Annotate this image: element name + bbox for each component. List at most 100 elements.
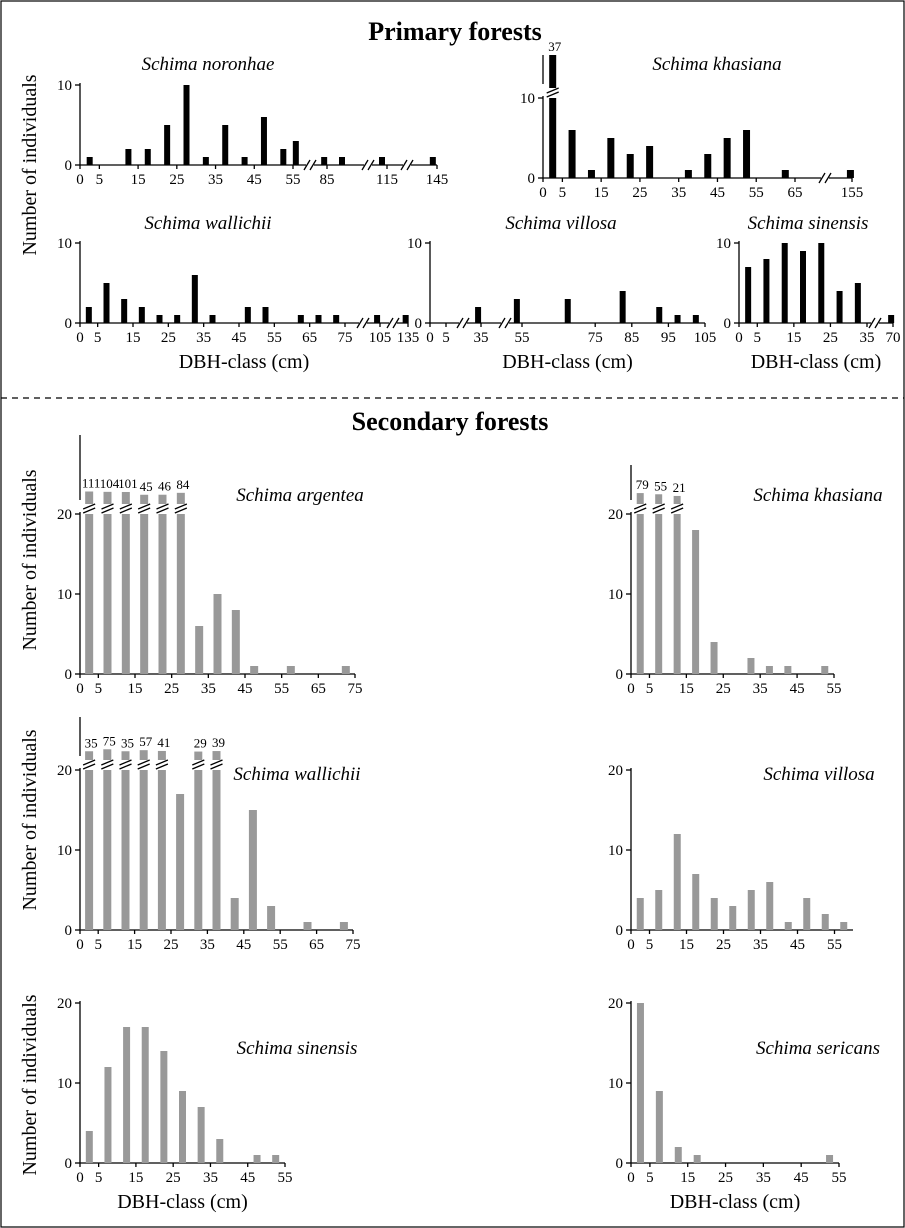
x-tick-label: 95 (661, 330, 676, 346)
y-tick-label: 0 (65, 1156, 73, 1172)
x-tick-label: 5 (646, 1170, 654, 1186)
x-tick-label: 15 (126, 330, 141, 346)
bar-upper (85, 491, 94, 504)
bar (156, 315, 163, 323)
bar (85, 514, 94, 674)
bar (209, 315, 216, 323)
y-tick-label: 10 (407, 236, 422, 252)
x-tick-label: 15 (131, 172, 146, 188)
bar (784, 666, 792, 674)
bar (784, 922, 792, 930)
x-tick-label: 25 (632, 185, 647, 201)
x-axis-label: DBH-class (cm) (179, 351, 310, 373)
axis-break-mark (824, 172, 832, 184)
bar-break-mark (82, 759, 96, 766)
bar (297, 315, 304, 323)
bar (568, 130, 576, 178)
x-tick-label: 15 (128, 681, 143, 697)
y-tick-label: 10 (57, 843, 72, 859)
chart-title: Schima sericans (756, 1038, 880, 1059)
bar (693, 1155, 701, 1163)
bar (803, 898, 811, 930)
axis-break-mark (406, 159, 414, 171)
bar (213, 594, 222, 674)
bar-break-mark (119, 507, 133, 514)
y-tick-label: 0 (65, 316, 73, 332)
bar (212, 770, 221, 930)
bar (179, 1091, 186, 1163)
chart-title: Schima villosa (763, 764, 874, 785)
bar-break-mark (192, 759, 205, 766)
bar-break-mark (101, 763, 114, 770)
bar (280, 149, 287, 165)
bar (564, 299, 571, 323)
x-tick-label: 55 (267, 330, 282, 346)
x-tick-label: 45 (710, 185, 725, 201)
x-tick-label: 5 (646, 937, 654, 953)
axis-break-mark (367, 159, 375, 171)
bar (374, 315, 381, 323)
x-tick-label: 5 (96, 172, 104, 188)
bar (684, 170, 692, 178)
bar (655, 514, 663, 674)
bar-break-mark (119, 503, 133, 510)
bar-upper (673, 495, 681, 504)
bar (821, 666, 829, 674)
bar (86, 157, 93, 165)
y-tick-label: 10 (57, 78, 72, 94)
chart-title: Schima wallichii (144, 213, 271, 234)
chart-title: Schima khasiana (753, 485, 882, 506)
bar-break-mark (155, 759, 169, 766)
bar-break-mark (156, 507, 169, 514)
bar-value-label: 101 (118, 476, 138, 491)
x-tick-label: 45 (247, 172, 262, 188)
x-tick-label: 0 (76, 1170, 84, 1186)
bar (121, 514, 130, 674)
bar (888, 315, 895, 323)
x-tick-label: 0 (76, 330, 84, 346)
bar (673, 514, 681, 674)
bar (272, 1155, 280, 1163)
x-tick-label: 65 (311, 681, 326, 697)
x-tick-label: 0 (627, 1170, 635, 1186)
bar-break-mark (192, 763, 205, 770)
x-tick-label: 35 (201, 681, 216, 697)
bar (379, 157, 385, 165)
axis-break-mark (456, 317, 464, 329)
bar (121, 770, 130, 930)
bar (292, 141, 299, 165)
bar (402, 315, 409, 323)
y-tick-label: 0 (616, 1156, 624, 1172)
x-tick-label: 55 (827, 681, 842, 697)
bar (763, 259, 770, 323)
x-tick-label: 5 (646, 681, 654, 697)
axis-break-mark (504, 317, 512, 329)
y-tick-label: 10 (716, 236, 731, 252)
bar (267, 906, 276, 930)
bar (818, 243, 825, 323)
x-tick-label: 45 (232, 330, 247, 346)
bar-break-mark (101, 507, 114, 514)
y-axis-label-sinensis: Number of individuals (19, 994, 41, 1175)
chart-title: Schima villosa (505, 213, 616, 234)
x-tick-label: 115 (376, 172, 398, 188)
y-tick-label: 0 (724, 316, 732, 332)
bar-value-label: 35 (121, 735, 134, 750)
bar-upper (140, 494, 149, 504)
bar (176, 514, 185, 674)
bar (139, 770, 148, 930)
x-tick-label: 45 (238, 681, 253, 697)
bar (103, 283, 110, 323)
bar-break-mark (652, 507, 665, 514)
bar (183, 85, 190, 165)
x-tick-label: 155 (841, 185, 864, 201)
bar-break-mark (82, 503, 96, 510)
bar (195, 626, 204, 674)
chart-title: Schima khasiana (652, 54, 781, 75)
bar-upper (636, 493, 644, 504)
